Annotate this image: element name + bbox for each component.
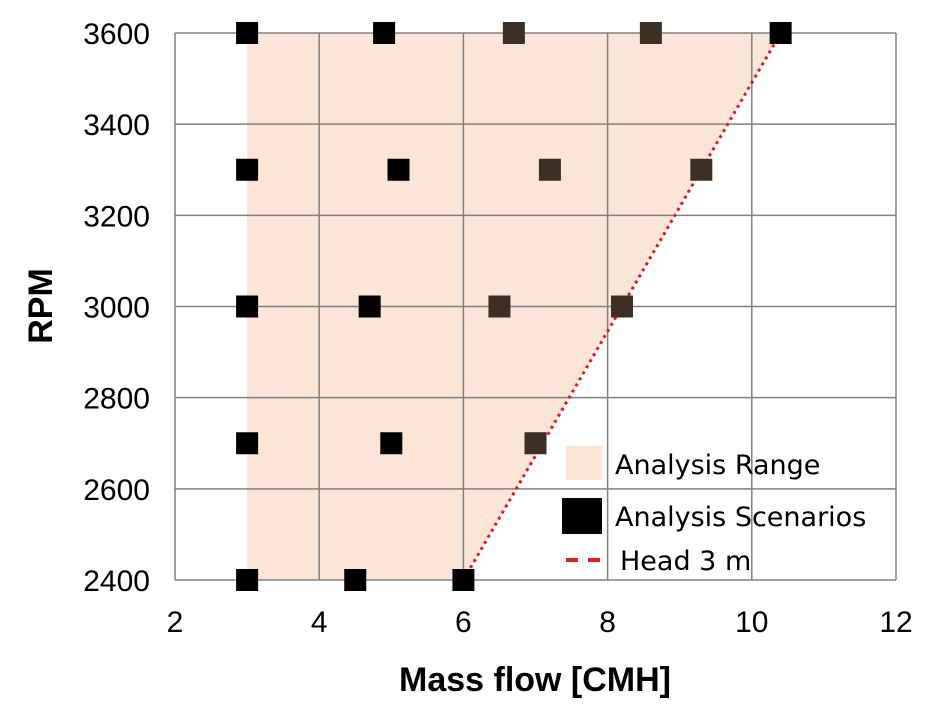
x-tick-label: 4 <box>311 606 328 639</box>
y-tick-label: 3000 <box>83 292 150 325</box>
y-axis-title: RPM <box>22 268 60 344</box>
legend-label-analysis-scenarios: Analysis Scenarios <box>615 502 866 533</box>
y-tick-label: 3600 <box>83 18 150 51</box>
legend-label-head-line: Head 3 m <box>620 546 751 577</box>
scenario-marker <box>380 432 403 455</box>
scenario-marker <box>236 158 259 181</box>
y-tick-label: 3400 <box>83 109 150 142</box>
scenario-marker <box>639 22 662 44</box>
legend-swatch-analysis-range <box>566 446 602 480</box>
y-tick-label: 3200 <box>83 200 150 233</box>
scenario-markers-layer <box>236 22 792 591</box>
scenario-marker <box>611 295 634 318</box>
scenario-marker <box>236 432 259 455</box>
scenario-marker <box>236 295 259 318</box>
scenario-marker <box>690 158 713 181</box>
scenario-marker <box>524 432 547 455</box>
x-tick-label: 8 <box>599 606 616 639</box>
scenario-marker <box>387 158 410 181</box>
scenario-marker <box>488 295 511 318</box>
legend: Analysis Range Analysis Scenarios Head 3… <box>562 446 866 577</box>
scenario-marker <box>344 569 367 591</box>
scenario-marker <box>236 569 259 591</box>
scenario-marker <box>769 22 792 44</box>
x-tick-label: 10 <box>735 606 768 639</box>
scenario-marker <box>358 295 381 318</box>
scenario-marker <box>502 22 525 44</box>
legend-swatch-analysis-scenarios <box>562 498 602 534</box>
x-tick-label: 6 <box>455 606 472 639</box>
x-axis-title: Mass flow [CMH] <box>399 661 671 699</box>
grid-layer <box>174 32 897 581</box>
y-tick-label: 2600 <box>83 474 150 507</box>
tick-labels-layer: 2 4 6 8 10 12 2400 2600 2800 3000 3200 3400 3600 <box>83 18 912 639</box>
scenario-marker <box>373 22 396 44</box>
x-tick-label: 2 <box>167 606 184 639</box>
scenario-marker <box>452 569 475 591</box>
scenario-marker <box>538 158 561 181</box>
scenario-marker <box>236 22 259 44</box>
y-tick-label: 2400 <box>83 565 150 598</box>
y-tick-label: 2800 <box>83 383 150 416</box>
x-tick-label: 12 <box>879 606 912 639</box>
legend-label-analysis-range: Analysis Range <box>615 450 820 481</box>
